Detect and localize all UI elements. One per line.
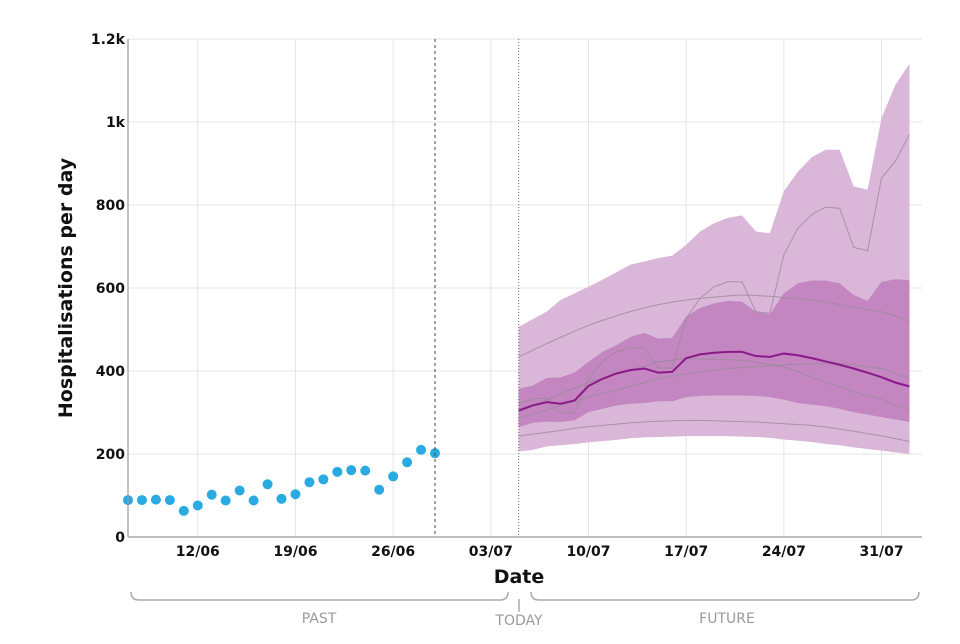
past-label: PAST	[302, 611, 337, 627]
observed-point	[346, 465, 357, 476]
observed-point	[262, 479, 273, 490]
observed-point	[164, 495, 175, 506]
observed-point	[234, 485, 245, 496]
observed-point	[388, 471, 399, 482]
observed-point	[192, 500, 203, 511]
x-tick-label: 03/07	[469, 544, 513, 560]
y-tick-label: 600	[96, 281, 125, 297]
y-tick-label: 800	[96, 198, 125, 214]
observed-point	[276, 493, 287, 504]
sample-trajectory	[518, 419, 910, 443]
x-tick-label: 17/07	[664, 544, 708, 560]
y-axis-label: Hospitalisations per day	[55, 157, 77, 418]
observed-point	[178, 505, 189, 516]
observed-point	[332, 466, 343, 477]
observed-point	[136, 495, 147, 506]
observed-point	[248, 495, 259, 506]
y-tick-label: 1.2k	[91, 32, 126, 48]
sample-trajectory	[518, 363, 910, 419]
x-tick-label: 26/06	[371, 544, 415, 560]
future-label: FUTURE	[699, 611, 755, 627]
observed-point	[416, 444, 427, 455]
y-tick-label: 400	[96, 364, 125, 380]
period-brackets: PAST TODAY FUTURE	[130, 591, 920, 629]
sample-trajectory	[518, 294, 910, 358]
x-tick-label: 10/07	[566, 544, 610, 560]
observed-point	[220, 495, 231, 506]
observed-point	[290, 489, 301, 500]
x-tick-label: 31/07	[859, 544, 903, 560]
observed-point	[402, 457, 413, 468]
axes: 0 200 400 600 800 1k 1.2k 12/06 19/06 26/06 03/07 1…	[91, 32, 922, 560]
x-tick-label: 12/06	[176, 544, 220, 560]
past-bracket	[130, 591, 509, 601]
today-label: TODAY	[494, 613, 543, 629]
y-tick-label: 0	[115, 530, 125, 546]
y-tick-label: 1k	[106, 115, 126, 131]
median-forecast	[518, 350, 910, 412]
observed-point	[206, 489, 217, 500]
observed-point	[318, 474, 329, 485]
x-tick-label: 19/06	[273, 544, 317, 560]
y-tick-label: 200	[96, 447, 125, 463]
x-tick-label: 24/07	[762, 544, 806, 560]
median-line	[518, 350, 910, 412]
observed-point	[150, 494, 161, 505]
future-bracket	[530, 591, 920, 601]
sample-trajectory	[518, 358, 910, 413]
x-axis-label: Date	[494, 566, 545, 588]
observed-points	[123, 444, 440, 516]
observed-point	[304, 477, 315, 488]
observed-point	[374, 484, 385, 495]
observed-point	[360, 465, 371, 476]
